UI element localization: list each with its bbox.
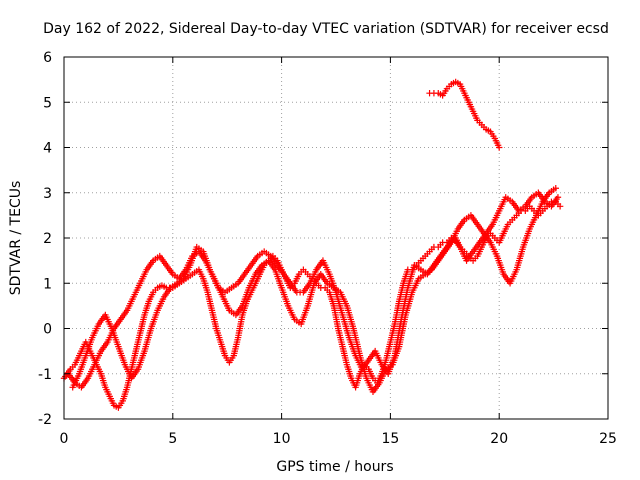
- y-tick-label: 1: [43, 276, 52, 292]
- y-tick-label: 5: [43, 95, 52, 111]
- axis-ticks: 0 5 10 15 20 25 -2 -1 0 1 2 3 4 5 6: [38, 50, 617, 447]
- data-point: [496, 144, 503, 151]
- y-tick-label: -2: [38, 412, 52, 428]
- x-tick-label: 5: [168, 431, 177, 447]
- y-tick-label: 2: [43, 231, 52, 247]
- data-point: [556, 203, 564, 210]
- y-tick-label: 0: [43, 322, 52, 338]
- data-point: [552, 185, 559, 192]
- chart-title: Day 162 of 2022, Sidereal Day-to-day VTE…: [43, 21, 609, 37]
- data-points: [60, 78, 564, 411]
- y-tick-label: 4: [43, 141, 52, 157]
- x-tick-label: 0: [60, 431, 69, 447]
- x-tick-label: 15: [381, 431, 399, 447]
- y-axis-label: SDTVAR / TECUs: [8, 181, 24, 296]
- data-point: [554, 194, 562, 201]
- x-axis-label: GPS time / hours: [276, 459, 393, 475]
- y-tick-label: -1: [38, 367, 52, 383]
- y-tick-label: 3: [43, 186, 52, 202]
- series-track-3: [69, 185, 559, 396]
- y-tick-label: 6: [43, 50, 52, 66]
- x-tick-label: 20: [490, 431, 508, 447]
- x-tick-label: 25: [599, 431, 617, 447]
- x-tick-label: 10: [273, 431, 291, 447]
- series-track-4: [426, 78, 503, 151]
